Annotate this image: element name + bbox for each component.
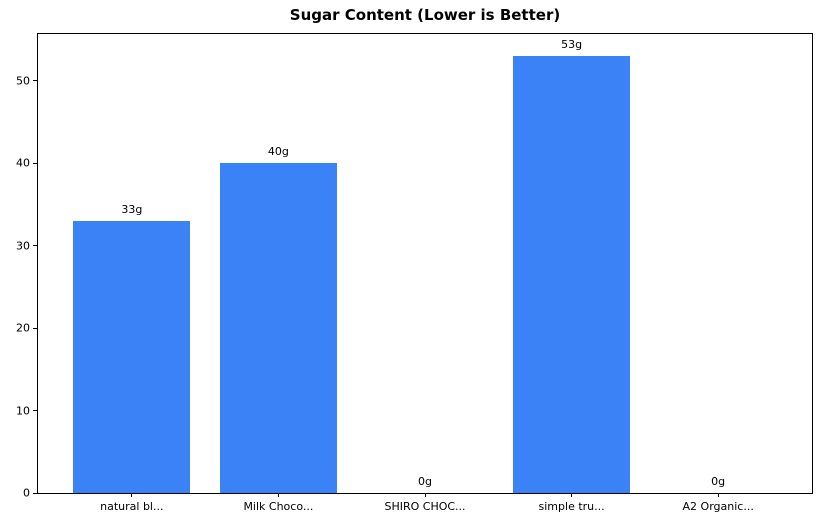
bar bbox=[219, 163, 338, 493]
y-tick-mark bbox=[33, 410, 37, 412]
y-tick-mark bbox=[33, 245, 37, 247]
bar-value-label: 0g bbox=[711, 475, 726, 488]
bar-value-label: 33g bbox=[121, 202, 143, 216]
y-tick-mark bbox=[33, 80, 37, 82]
bar-value-label: 0g bbox=[418, 475, 432, 488]
y-tick-mark bbox=[33, 162, 37, 164]
x-tick-mark bbox=[571, 493, 573, 497]
y-tick-label: 30 bbox=[16, 239, 30, 253]
y-tick-label: 40 bbox=[16, 156, 30, 170]
y-tick-label: 10 bbox=[16, 404, 30, 418]
bar-value-label: 40g bbox=[267, 145, 289, 159]
x-tick-mark bbox=[717, 493, 719, 497]
x-tick-mark bbox=[277, 493, 279, 497]
chart-title: Sugar Content (Lower is Better) bbox=[289, 6, 561, 24]
plot-area: 0 10 20 30 40 50 33g natural bl... 40g Milk Choco… bbox=[16, 33, 813, 512]
x-tick-label: A2 Organic... bbox=[682, 500, 754, 513]
x-tick-mark bbox=[424, 493, 426, 497]
y-tick-label: 20 bbox=[16, 321, 30, 335]
y-tick-label: 50 bbox=[16, 74, 30, 88]
x-tick-mark bbox=[131, 493, 133, 497]
y-tick-mark bbox=[33, 327, 37, 329]
y-tick-label: 0 bbox=[23, 486, 30, 500]
bar bbox=[512, 55, 631, 493]
bar bbox=[73, 220, 191, 493]
x-tick-label: Milk Choco... bbox=[243, 500, 314, 513]
x-tick-label: SHIRO CHOC... bbox=[384, 500, 466, 513]
x-tick-label: simple tru... bbox=[538, 500, 605, 513]
bar-value-label: 53g bbox=[561, 37, 583, 51]
x-tick-label: natural bl... bbox=[100, 500, 164, 513]
y-tick-mark bbox=[33, 492, 37, 494]
